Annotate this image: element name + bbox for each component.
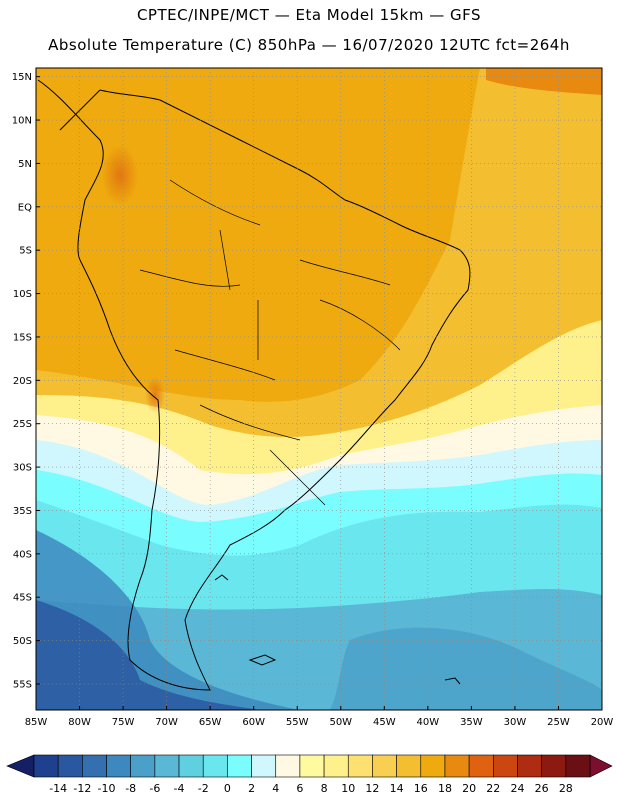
colorbar-label: 28 [559,782,573,795]
colorbar-swatch [493,754,518,778]
lon-tick-label: 80W [68,717,91,728]
colorbar-label: -6 [149,782,160,795]
colorbar-label: 20 [462,782,476,795]
colorbar-swatch [82,754,107,778]
colorbar-label: 6 [296,782,303,795]
lat-tick-label: 45S [13,593,32,604]
lat-tick-label: 25S [13,419,32,430]
colorbar-label: 24 [510,782,524,795]
colorbar-swatch [106,754,131,778]
colorbar-label: 8 [321,782,328,795]
colorbar-label: -10 [98,782,116,795]
latitude-ticks: 15N 10N 5N EQ 5S 10S 15S 20S 25S 30S 35S 40S 45S 50S 5… [12,72,40,690]
colorbar-swatch [468,754,494,778]
lat-tick-label: 35S [13,506,32,517]
colorbar-swatch [57,754,83,778]
colorbar-label: -14 [49,782,67,795]
lat-tick-label: 15S [13,332,32,343]
lat-tick-label: 5N [18,159,32,170]
colorbar-swatch [565,754,591,778]
lat-tick-label: 50S [13,636,32,647]
lon-tick-label: 55W [286,717,309,728]
lon-tick-label: 45W [373,717,396,728]
colorbar-swatch [299,754,325,778]
colorbar-label: -4 [174,782,185,795]
colorbar-label: 18 [438,782,452,795]
colorbar-swatch [275,754,301,778]
lat-tick-label: 20S [13,376,32,387]
colorbar-label: 10 [341,782,355,795]
lon-tick-label: 25W [547,717,570,728]
colorbar-label: 2 [248,782,255,795]
colorbar-swatch [130,754,156,778]
colorbar-label: 22 [486,782,500,795]
map-frame [35,67,603,711]
colorbar-swatch [202,754,228,778]
chart-title: CPTEC/INPE/MCT — Eta Model 15km — GFS [136,6,482,24]
temperature-field [36,68,602,710]
colorbar-label: -12 [73,782,91,795]
lon-tick-label: 65W [199,717,222,728]
lat-tick-label: 55S [13,679,32,690]
lon-tick-label: 20W [591,717,614,728]
colorbar: -14 -12 -10 -8 -6 -4 -2 0 2 4 6 8 10 12 14 16 18 20 22 24 26… [6,754,613,795]
colorbar-lower-arrow [6,754,35,778]
lat-tick-label: 30S [13,463,32,474]
lon-tick-label: 85W [25,717,48,728]
colorbar-label: 26 [535,782,549,795]
colorbar-swatch [420,754,446,778]
colorbar-swatch [33,754,59,778]
lon-tick-label: 35W [460,717,483,728]
colorbar-label: 14 [390,782,404,795]
colorbar-swatch [517,754,542,778]
lon-tick-label: 60W [242,717,265,728]
chart-subtitle: Absolute Temperature (C) 850hPa — 16/07/… [48,36,570,54]
colorbar-swatch [154,754,180,778]
lon-tick-label: 30W [504,717,527,728]
colorbar-label: 16 [414,782,428,795]
coastlines [37,79,471,691]
colorbar-swatch [178,754,204,778]
colorbar-label: -2 [198,782,209,795]
lat-tick-label: 10N [12,116,32,127]
colorbar-label: 12 [365,782,379,795]
lat-tick-label: 15N [12,72,32,83]
colorbar-swatch [227,754,252,778]
colorbar-swatch [251,754,277,778]
colorbar-swatch [444,754,470,778]
lat-tick-label: 5S [19,246,32,257]
lon-tick-label: 40W [417,717,440,728]
country-borders [139,179,401,506]
colorbar-label: 0 [224,782,231,795]
colorbar-label: -8 [125,782,136,795]
lat-tick-label: EQ [18,202,32,213]
lon-tick-label: 75W [112,717,135,728]
colorbar-swatch [372,754,397,778]
colorbar-swatch [541,754,567,778]
lon-tick-label: 70W [155,717,178,728]
colorbar-label: 4 [272,782,279,795]
lon-tick-label: 50W [329,717,352,728]
colorbar-upper-arrow [589,754,613,778]
colorbar-swatch [323,754,349,778]
colorbar-swatch [347,754,373,778]
lat-tick-label: 40S [13,549,32,560]
lat-tick-label: 10S [13,289,32,300]
longitude-ticks: 85W 80W 75W 70W 65W 60W 55W 50W 45W 40W 35W 30W 25W 2… [25,706,614,728]
colorbar-swatch [396,754,422,778]
